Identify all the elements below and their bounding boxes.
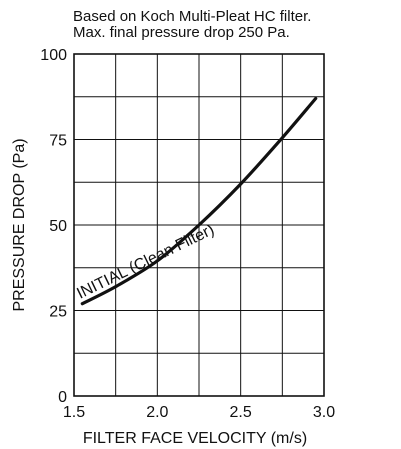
y-axis-title: PRESSURE DROP (Pa) xyxy=(11,138,28,311)
x-tick-label: 2.5 xyxy=(230,404,252,421)
chart-note-line-1: Based on Koch Multi-Pleat HC filter. xyxy=(73,8,312,25)
x-tick-label: 1.5 xyxy=(63,404,85,421)
x-tick-label: 2.0 xyxy=(146,404,168,421)
x-axis-title: FILTER FACE VELOCITY (m/s) xyxy=(83,430,307,447)
y-tick-label: 100 xyxy=(40,47,67,64)
y-tick-labels: 0 25 50 75 100 xyxy=(40,47,67,406)
y-tick-label: 25 xyxy=(49,304,67,321)
x-tick-labels: 1.5 2.0 2.5 3.0 xyxy=(63,404,335,421)
series-line-initial xyxy=(80,96,318,306)
curve-label-initial: INITIAL (Clean Filter) xyxy=(74,221,217,302)
y-tick-label: 0 xyxy=(58,389,67,406)
x-tick-label: 3.0 xyxy=(313,404,335,421)
y-tick-label: 50 xyxy=(49,218,67,235)
y-tick-label: 75 xyxy=(49,133,67,150)
chart-note-line-2: Max. final pressure drop 250 Pa. xyxy=(73,24,290,41)
plot-frame xyxy=(73,53,325,397)
